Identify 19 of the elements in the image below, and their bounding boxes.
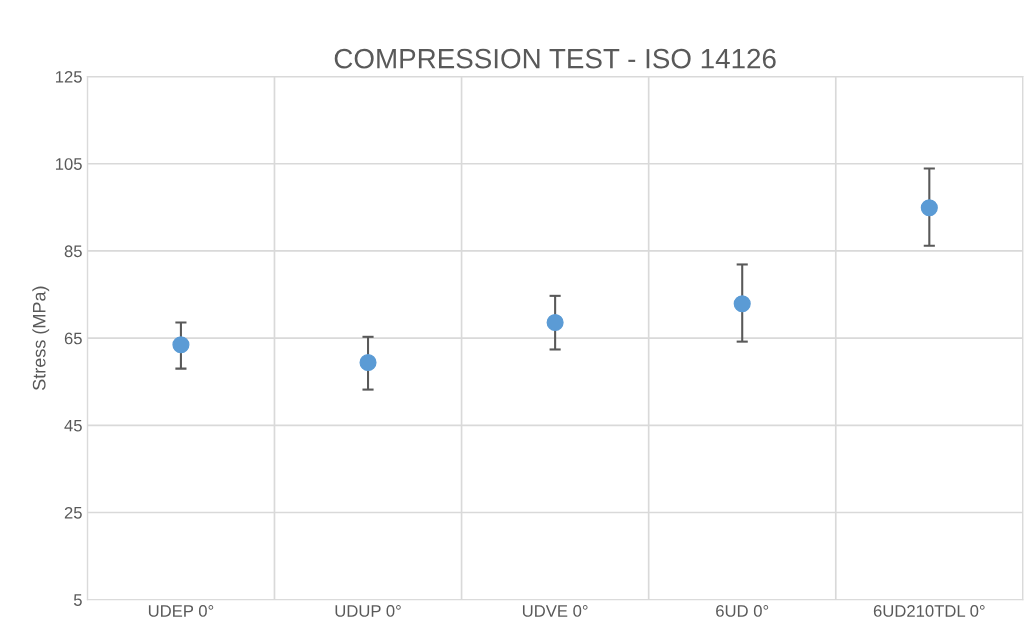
point [920, 199, 938, 217]
point [733, 295, 751, 313]
y-axis-title: Stress (MPa) [32, 286, 50, 390]
point [172, 336, 190, 354]
y-tick-label: 125 [55, 70, 82, 83]
y-tick-label: 65 [64, 332, 82, 345]
x-tick-label: 6UD210TDL 0° [873, 605, 985, 617]
x-tick-label: UDEP 0° [148, 605, 214, 617]
x-tick-label: UDUP 0° [335, 605, 401, 617]
y-tick-label: 5 [73, 594, 82, 606]
point [359, 354, 377, 372]
y-tick-label: 25 [64, 506, 82, 519]
x-tick-label: 6UD 0° [716, 605, 769, 617]
chart-title: COMPRESSION TEST - ISO 14126 [334, 48, 776, 69]
y-tick-label: 105 [55, 158, 82, 170]
y-tick-label: 85 [64, 245, 82, 258]
x-tick-label: UDVE 0° [522, 605, 588, 617]
point [546, 313, 564, 331]
y-tick-label: 45 [64, 419, 82, 432]
